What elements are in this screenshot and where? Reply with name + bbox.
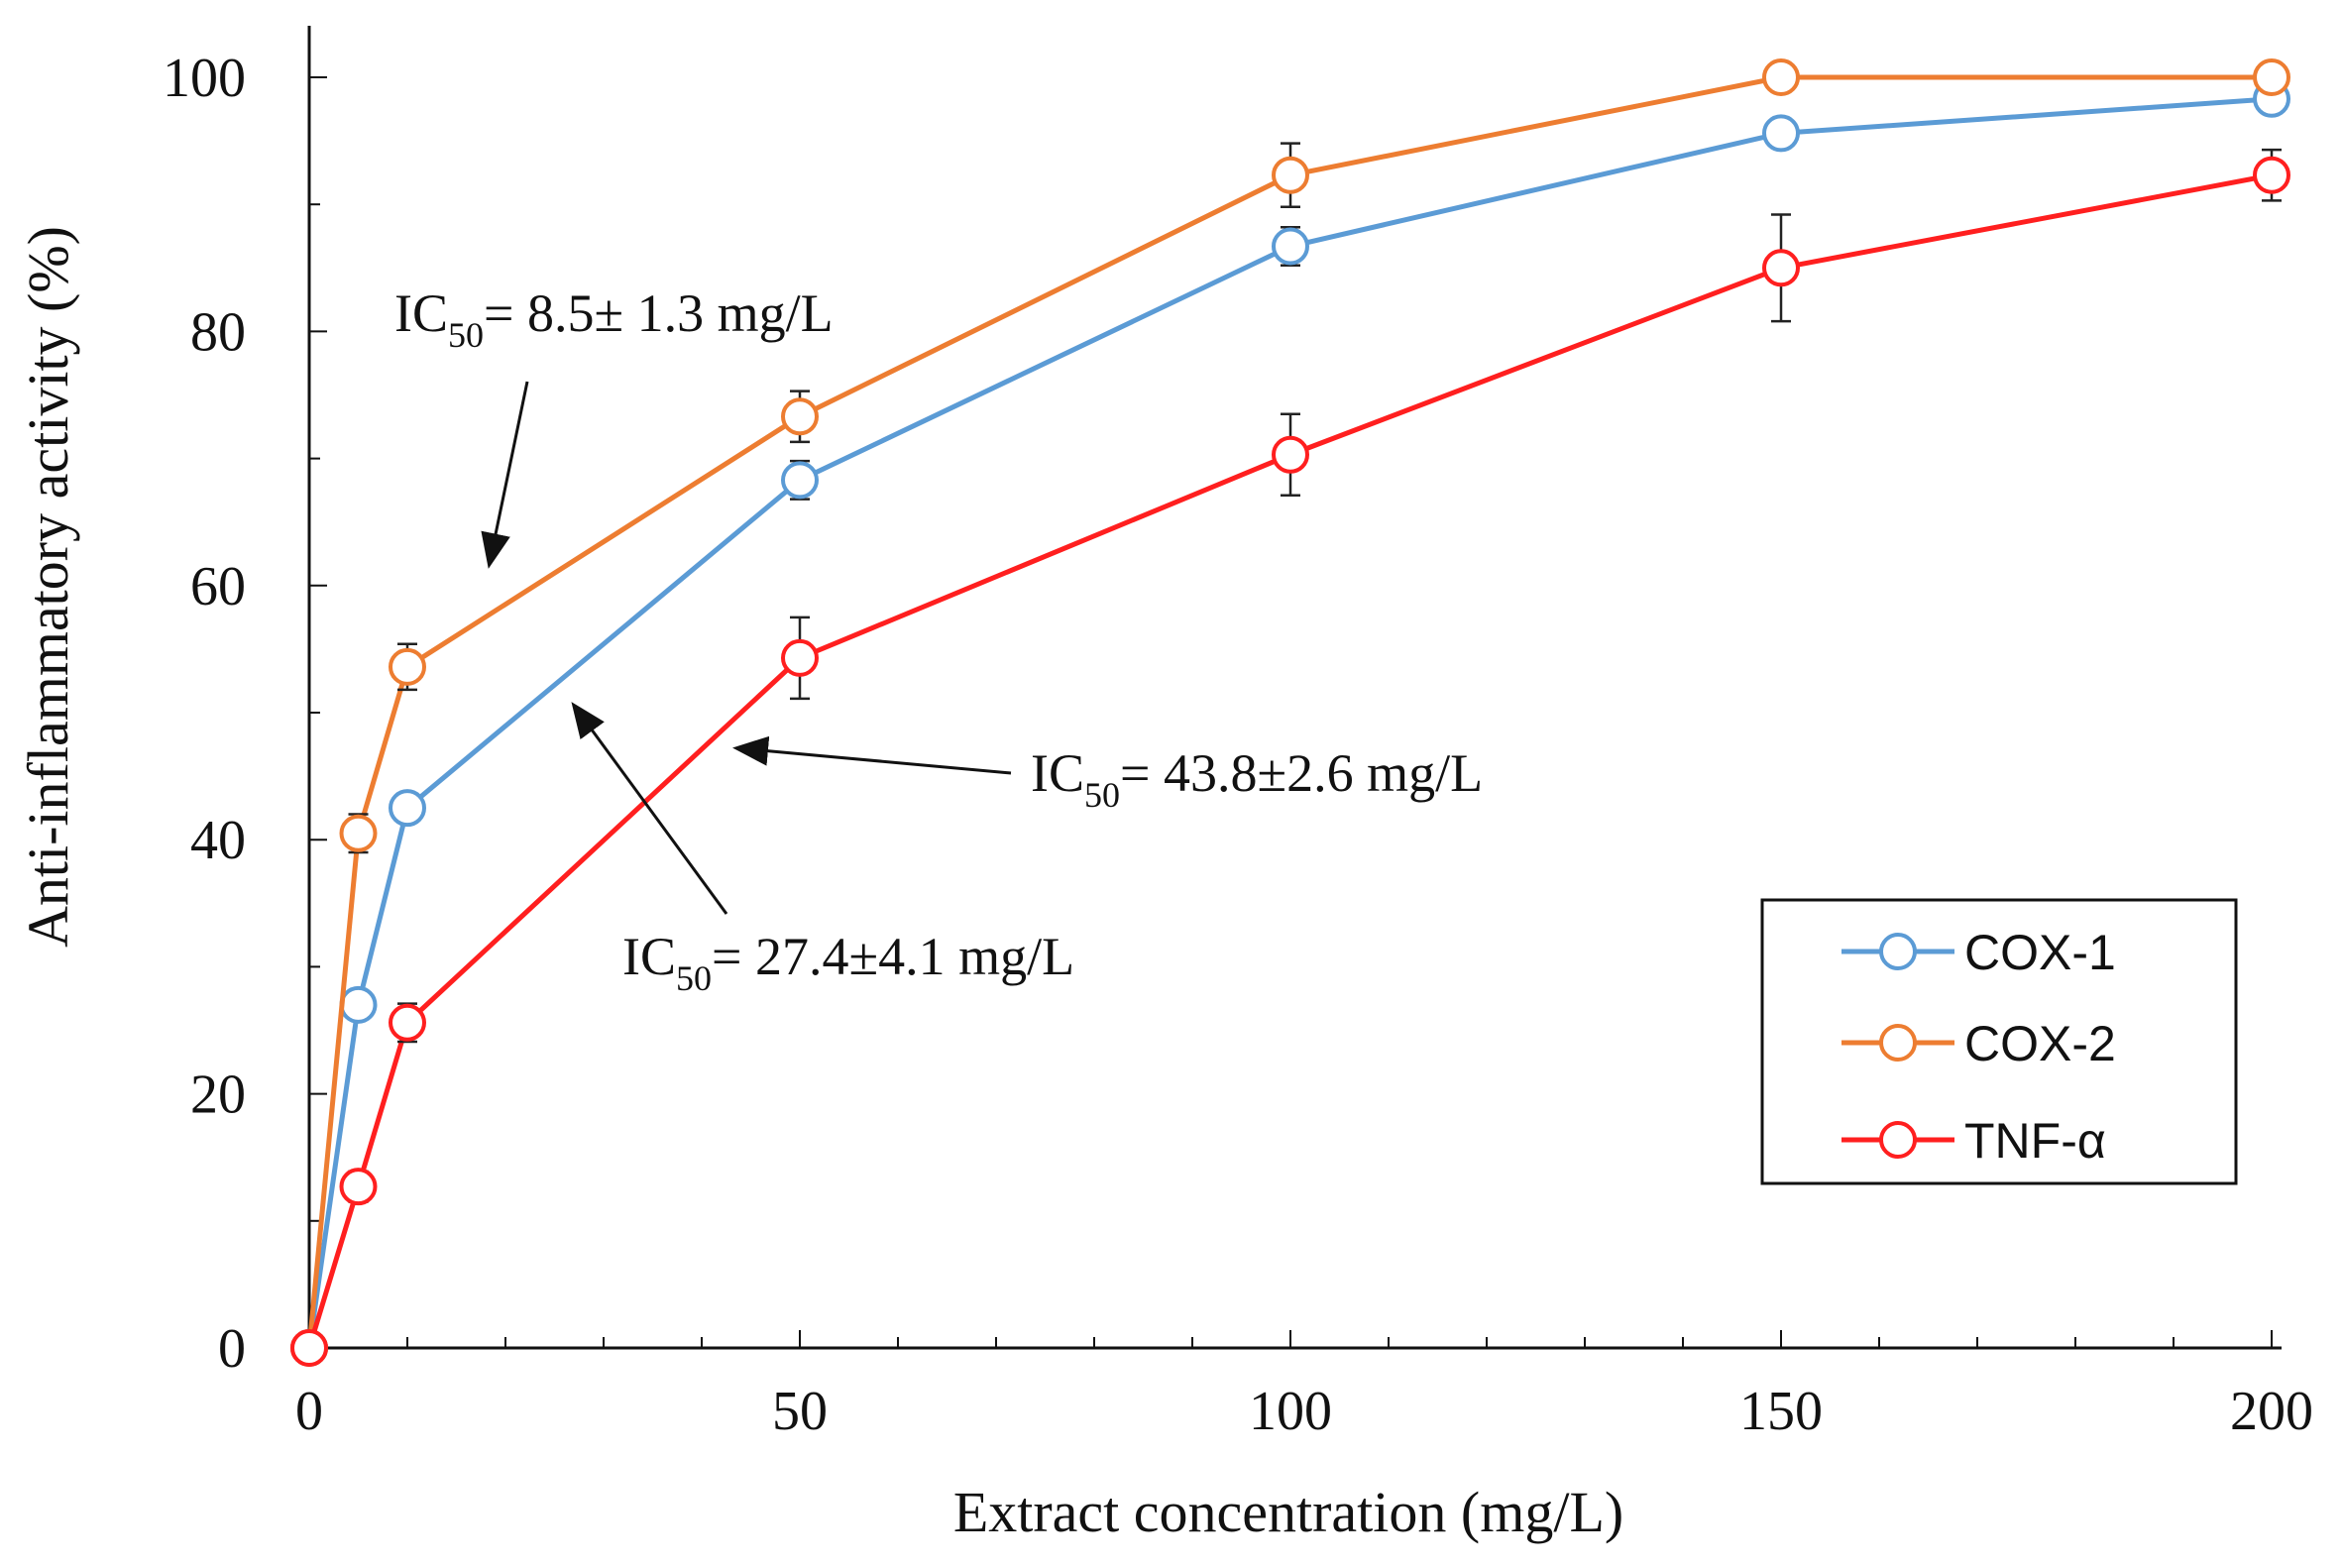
x-tick-label: 150 xyxy=(1739,1381,1823,1442)
data-point-cox1 xyxy=(389,789,426,828)
tick-labels: 0 50 100 150 200 0 20 40 60 80 100 xyxy=(163,48,2313,1442)
legend-item-cox2: COX-2 xyxy=(1841,1016,2116,1071)
svg-text:COX-2: COX-2 xyxy=(1964,1016,2116,1071)
y-tick-label: 40 xyxy=(190,810,246,871)
x-tick-label: 0 xyxy=(295,1381,323,1442)
svg-text:IC50= 43.8±2.6 mg/L: IC50= 43.8±2.6 mg/L xyxy=(1031,743,1483,815)
y-tick-label: 80 xyxy=(190,301,246,363)
legend-marker-tnf xyxy=(1879,1121,1917,1159)
data-point-cox1 xyxy=(339,985,378,1024)
svg-text:TNF-α: TNF-α xyxy=(1964,1113,2106,1169)
annotation-arrow-cox1 xyxy=(571,702,728,915)
legend: COX-1 COX-2 TNF-α xyxy=(1760,898,2238,1185)
data-point-tnf xyxy=(290,1329,328,1367)
series-layer xyxy=(290,58,2290,1367)
y-axis-title: Anti-inflammatory activity (%) xyxy=(16,226,80,948)
axes xyxy=(307,26,2282,1350)
data-point-cox2 xyxy=(1272,156,1309,194)
data-point-cox2 xyxy=(339,814,378,852)
annotation-cox2: IC50= 8.5± 1.3 mg/L xyxy=(394,283,834,569)
data-point-tnf xyxy=(1272,435,1309,474)
data-point-cox2 xyxy=(389,647,426,686)
x-tick-label: 200 xyxy=(2230,1381,2313,1442)
y-tick-label: 100 xyxy=(163,48,246,109)
svg-text:IC50= 27.4±4.1 mg/L: IC50= 27.4±4.1 mg/L xyxy=(622,927,1074,998)
data-point-cox2 xyxy=(1762,58,1800,96)
data-point-cox2 xyxy=(2253,58,2290,96)
data-point-tnf xyxy=(781,638,819,677)
x-tick-label: 50 xyxy=(772,1381,828,1442)
data-point-cox1 xyxy=(781,461,819,500)
legend-box xyxy=(1760,898,2238,1185)
annotation-cox1: IC50= 27.4±4.1 mg/L xyxy=(571,702,1074,998)
legend-item-tnf: TNF-α xyxy=(1841,1113,2106,1169)
data-point-cox2 xyxy=(781,397,819,436)
data-point-tnf xyxy=(389,1003,426,1042)
legend-marker-cox1 xyxy=(1879,933,1917,970)
series-tnf xyxy=(290,148,2290,1367)
annotation-tnf: IC50= 43.8±2.6 mg/L xyxy=(732,735,1483,815)
data-point-tnf xyxy=(1762,249,1800,287)
y-tick-label: 0 xyxy=(218,1318,246,1380)
x-axis-title: Extract concentration (mg/L) xyxy=(953,1480,1623,1544)
svg-text:IC50= 8.5± 1.3 mg/L: IC50= 8.5± 1.3 mg/L xyxy=(394,283,834,355)
data-point-tnf xyxy=(2253,156,2290,194)
data-point-cox1 xyxy=(1272,227,1309,266)
annotation-arrow-tnf xyxy=(732,735,1012,775)
y-tick-label: 60 xyxy=(190,556,246,617)
data-point-cox1 xyxy=(1762,114,1800,153)
legend-marker-cox2 xyxy=(1879,1024,1917,1062)
data-point-tnf xyxy=(339,1168,378,1206)
legend-item-cox1: COX-1 xyxy=(1841,925,2116,980)
svg-text:COX-1: COX-1 xyxy=(1964,925,2116,980)
annotation-arrow-cox2 xyxy=(481,381,529,569)
y-tick-label: 20 xyxy=(190,1064,246,1126)
x-tick-label: 100 xyxy=(1249,1381,1332,1442)
